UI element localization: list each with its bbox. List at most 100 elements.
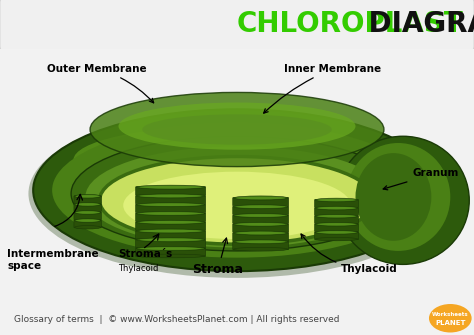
- FancyBboxPatch shape: [136, 195, 206, 204]
- Ellipse shape: [137, 203, 205, 207]
- FancyBboxPatch shape: [136, 230, 206, 239]
- Ellipse shape: [337, 136, 469, 264]
- Text: Glossary of terms  |  © www.WorksheetsPlanet.com | All rights reserved: Glossary of terms | © www.WorksheetsPlan…: [14, 316, 340, 324]
- FancyBboxPatch shape: [315, 199, 358, 207]
- Ellipse shape: [75, 203, 100, 206]
- Ellipse shape: [140, 203, 201, 206]
- Text: CHLOROPLAST: CHLOROPLAST: [237, 10, 464, 38]
- FancyBboxPatch shape: [136, 187, 206, 195]
- Text: Outer Membrane: Outer Membrane: [47, 64, 154, 103]
- Ellipse shape: [234, 196, 288, 200]
- Ellipse shape: [28, 109, 446, 278]
- Ellipse shape: [140, 186, 201, 189]
- FancyBboxPatch shape: [0, 0, 474, 51]
- FancyBboxPatch shape: [136, 222, 206, 230]
- Text: Stroma: Stroma: [192, 238, 244, 276]
- Ellipse shape: [75, 226, 100, 229]
- Ellipse shape: [315, 206, 358, 210]
- Ellipse shape: [140, 212, 201, 215]
- FancyBboxPatch shape: [136, 248, 206, 257]
- Ellipse shape: [137, 229, 205, 233]
- Text: Stroma´s: Stroma´s: [118, 249, 173, 259]
- Ellipse shape: [315, 214, 358, 218]
- Ellipse shape: [234, 222, 288, 226]
- Text: PLANET: PLANET: [435, 320, 465, 326]
- Ellipse shape: [76, 203, 100, 206]
- Ellipse shape: [75, 194, 100, 198]
- Ellipse shape: [236, 205, 285, 208]
- FancyBboxPatch shape: [136, 213, 206, 221]
- Ellipse shape: [52, 123, 422, 258]
- Ellipse shape: [73, 126, 382, 194]
- Ellipse shape: [142, 114, 332, 145]
- Ellipse shape: [429, 304, 472, 332]
- FancyBboxPatch shape: [136, 204, 206, 213]
- Ellipse shape: [346, 143, 450, 251]
- FancyBboxPatch shape: [136, 239, 206, 248]
- Ellipse shape: [137, 220, 205, 224]
- FancyBboxPatch shape: [315, 224, 358, 231]
- Ellipse shape: [234, 205, 288, 209]
- FancyBboxPatch shape: [315, 232, 358, 240]
- Text: Intermembrane
space: Intermembrane space: [7, 249, 99, 271]
- Ellipse shape: [236, 214, 285, 217]
- FancyBboxPatch shape: [233, 241, 289, 250]
- Ellipse shape: [85, 146, 389, 248]
- Text: Thylacoid: Thylacoid: [301, 234, 398, 274]
- FancyBboxPatch shape: [74, 196, 101, 204]
- Ellipse shape: [140, 239, 201, 241]
- Ellipse shape: [137, 194, 205, 198]
- FancyBboxPatch shape: [74, 212, 101, 220]
- Ellipse shape: [100, 156, 374, 244]
- Ellipse shape: [76, 219, 100, 222]
- Ellipse shape: [140, 230, 201, 232]
- Ellipse shape: [234, 247, 288, 251]
- Ellipse shape: [76, 211, 100, 214]
- FancyBboxPatch shape: [74, 220, 101, 228]
- Ellipse shape: [318, 223, 356, 225]
- Text: Granum: Granum: [383, 169, 459, 190]
- Ellipse shape: [33, 109, 441, 271]
- Ellipse shape: [318, 231, 356, 233]
- FancyBboxPatch shape: [233, 197, 289, 206]
- Ellipse shape: [236, 241, 285, 243]
- Ellipse shape: [318, 215, 356, 217]
- Ellipse shape: [234, 240, 288, 244]
- Ellipse shape: [315, 198, 358, 202]
- Ellipse shape: [75, 211, 100, 214]
- Ellipse shape: [356, 153, 431, 241]
- FancyBboxPatch shape: [315, 208, 358, 215]
- FancyBboxPatch shape: [233, 215, 289, 223]
- Ellipse shape: [137, 185, 205, 189]
- Ellipse shape: [123, 172, 351, 239]
- Text: Worksheets: Worksheets: [432, 312, 469, 317]
- Ellipse shape: [118, 103, 356, 150]
- Ellipse shape: [140, 247, 201, 250]
- FancyBboxPatch shape: [233, 206, 289, 215]
- Text: DIAGRAM: DIAGRAM: [359, 10, 474, 38]
- Ellipse shape: [236, 232, 285, 234]
- Ellipse shape: [76, 195, 100, 197]
- Ellipse shape: [318, 207, 356, 209]
- Ellipse shape: [315, 222, 358, 226]
- Ellipse shape: [315, 238, 358, 241]
- Ellipse shape: [137, 254, 205, 258]
- Ellipse shape: [137, 247, 205, 251]
- Ellipse shape: [236, 223, 285, 225]
- Ellipse shape: [315, 230, 358, 234]
- FancyBboxPatch shape: [74, 204, 101, 212]
- Ellipse shape: [140, 221, 201, 223]
- Ellipse shape: [318, 199, 356, 201]
- FancyBboxPatch shape: [233, 224, 289, 232]
- Ellipse shape: [140, 195, 201, 197]
- Ellipse shape: [137, 238, 205, 242]
- FancyBboxPatch shape: [315, 216, 358, 223]
- Ellipse shape: [137, 211, 205, 215]
- Ellipse shape: [71, 136, 403, 251]
- FancyBboxPatch shape: [233, 232, 289, 241]
- Text: Thylacoid: Thylacoid: [118, 264, 159, 273]
- Text: Inner Membrane: Inner Membrane: [264, 64, 382, 113]
- Ellipse shape: [75, 219, 100, 222]
- Ellipse shape: [236, 197, 285, 199]
- Ellipse shape: [90, 92, 384, 166]
